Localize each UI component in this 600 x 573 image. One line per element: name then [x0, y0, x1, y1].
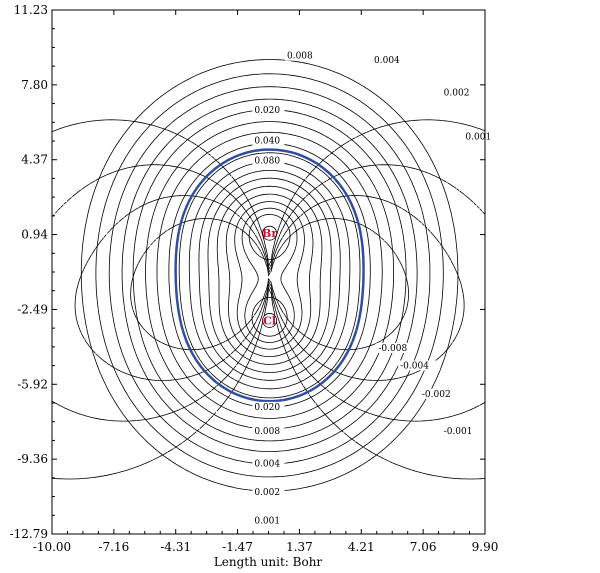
- atom-label: Cl: [263, 314, 276, 327]
- positive-contour-line: [241, 207, 298, 343]
- contour-label: 0.001: [465, 132, 491, 142]
- axes: -10.00 -7.16 -4.31 -1.47 1.37 4.21 7.06 9.90 11.…: [10, 3, 499, 554]
- positive-contour-line: [178, 152, 361, 399]
- contour-label: 0.001: [254, 516, 280, 526]
- positive-contour-line: [108, 86, 431, 465]
- contour-label: 0.002: [254, 488, 280, 498]
- positive-contour-line: [132, 109, 407, 442]
- x-tick-label: 7.06: [410, 540, 437, 554]
- contour-label-bg: [252, 401, 285, 412]
- atom-label: Br: [262, 227, 277, 240]
- contour-label: 0.008: [254, 427, 280, 437]
- positive-contour-line: [188, 161, 351, 390]
- y-tick-label: -2.49: [17, 302, 48, 316]
- contour-label: -0.002: [422, 390, 451, 400]
- x-tick-label: 4.21: [348, 540, 375, 554]
- positive-contour-line: [198, 170, 341, 381]
- positive-contour-line: [207, 177, 332, 373]
- contour-label: 0.002: [444, 89, 470, 99]
- contour-label-bg: [441, 425, 480, 436]
- negative-contour-line: [74, 195, 465, 381]
- positive-contour-line: [156, 131, 383, 419]
- x-tick-label: 1.37: [286, 540, 313, 554]
- y-tick-label: -9.36: [17, 452, 48, 466]
- contour-labels: 0.008 0.004 0.002 0.001 0.020 0.040 0.080 0.020…: [252, 50, 496, 526]
- x-tick-label: -4.31: [160, 540, 191, 554]
- contour-label-bg: [284, 50, 317, 61]
- negative-contour-line: [51, 164, 486, 422]
- contour-label: 0.004: [374, 56, 400, 66]
- contour-label: -0.008: [378, 344, 407, 354]
- y-tick-label: 4.37: [21, 153, 48, 167]
- contour-label-bg: [252, 135, 285, 146]
- contour-label-bg: [252, 425, 285, 436]
- positive-contour-line: [145, 121, 394, 430]
- x-axis-label: Length unit: Bohr: [214, 555, 323, 569]
- positive-contour-line: [216, 185, 323, 365]
- contour-label: -0.001: [444, 427, 473, 437]
- contour-label-bg: [252, 458, 285, 469]
- x-tick-label: -7.16: [98, 540, 129, 554]
- contour-label-bg: [372, 55, 405, 66]
- contour-label-bg: [252, 155, 285, 166]
- contour-label: 0.004: [254, 460, 280, 470]
- positive-contour-line: [234, 201, 305, 350]
- contour-label: 0.008: [287, 52, 313, 62]
- x-tick-label: -10.00: [33, 540, 71, 554]
- contour-label-bg: [463, 131, 496, 142]
- negative-contour-line: [130, 218, 409, 351]
- contour-label: 0.040: [254, 137, 280, 147]
- contour-label: 0.020: [254, 403, 280, 413]
- atom-circle: [262, 313, 277, 328]
- vdw-surface: [174, 148, 365, 403]
- contour-label-bg: [252, 515, 285, 526]
- contour-label-bg: [419, 388, 458, 399]
- isosurface-line: [174, 148, 365, 403]
- atom-markers: Br Cl: [262, 225, 277, 328]
- positive-contour-line: [225, 193, 314, 357]
- contour-label-bg: [441, 87, 474, 98]
- contour-label-bg: [398, 360, 436, 371]
- positive-contour-line: [95, 73, 444, 478]
- y-tick-label: -5.92: [17, 377, 48, 391]
- atom-circle: [262, 225, 277, 241]
- contour-lines: [51, 59, 486, 492]
- y-tick-label: -12.79: [10, 527, 48, 541]
- contour-label: 0.080: [254, 156, 280, 166]
- y-tick-label: 11.23: [14, 3, 48, 17]
- contour-label-bg: [252, 486, 285, 497]
- contour-label: -0.004: [400, 361, 429, 371]
- contour-label: 0.020: [254, 106, 280, 116]
- contour-label-bg: [252, 105, 285, 116]
- y-tick-label: 0.94: [21, 228, 48, 242]
- y-tick-label: 7.80: [21, 78, 48, 92]
- contour-label-bg: [376, 342, 414, 353]
- negative-contour-line: [51, 119, 486, 480]
- x-tick-label: 9.90: [472, 540, 499, 554]
- x-tick-label: -1.47: [222, 540, 253, 554]
